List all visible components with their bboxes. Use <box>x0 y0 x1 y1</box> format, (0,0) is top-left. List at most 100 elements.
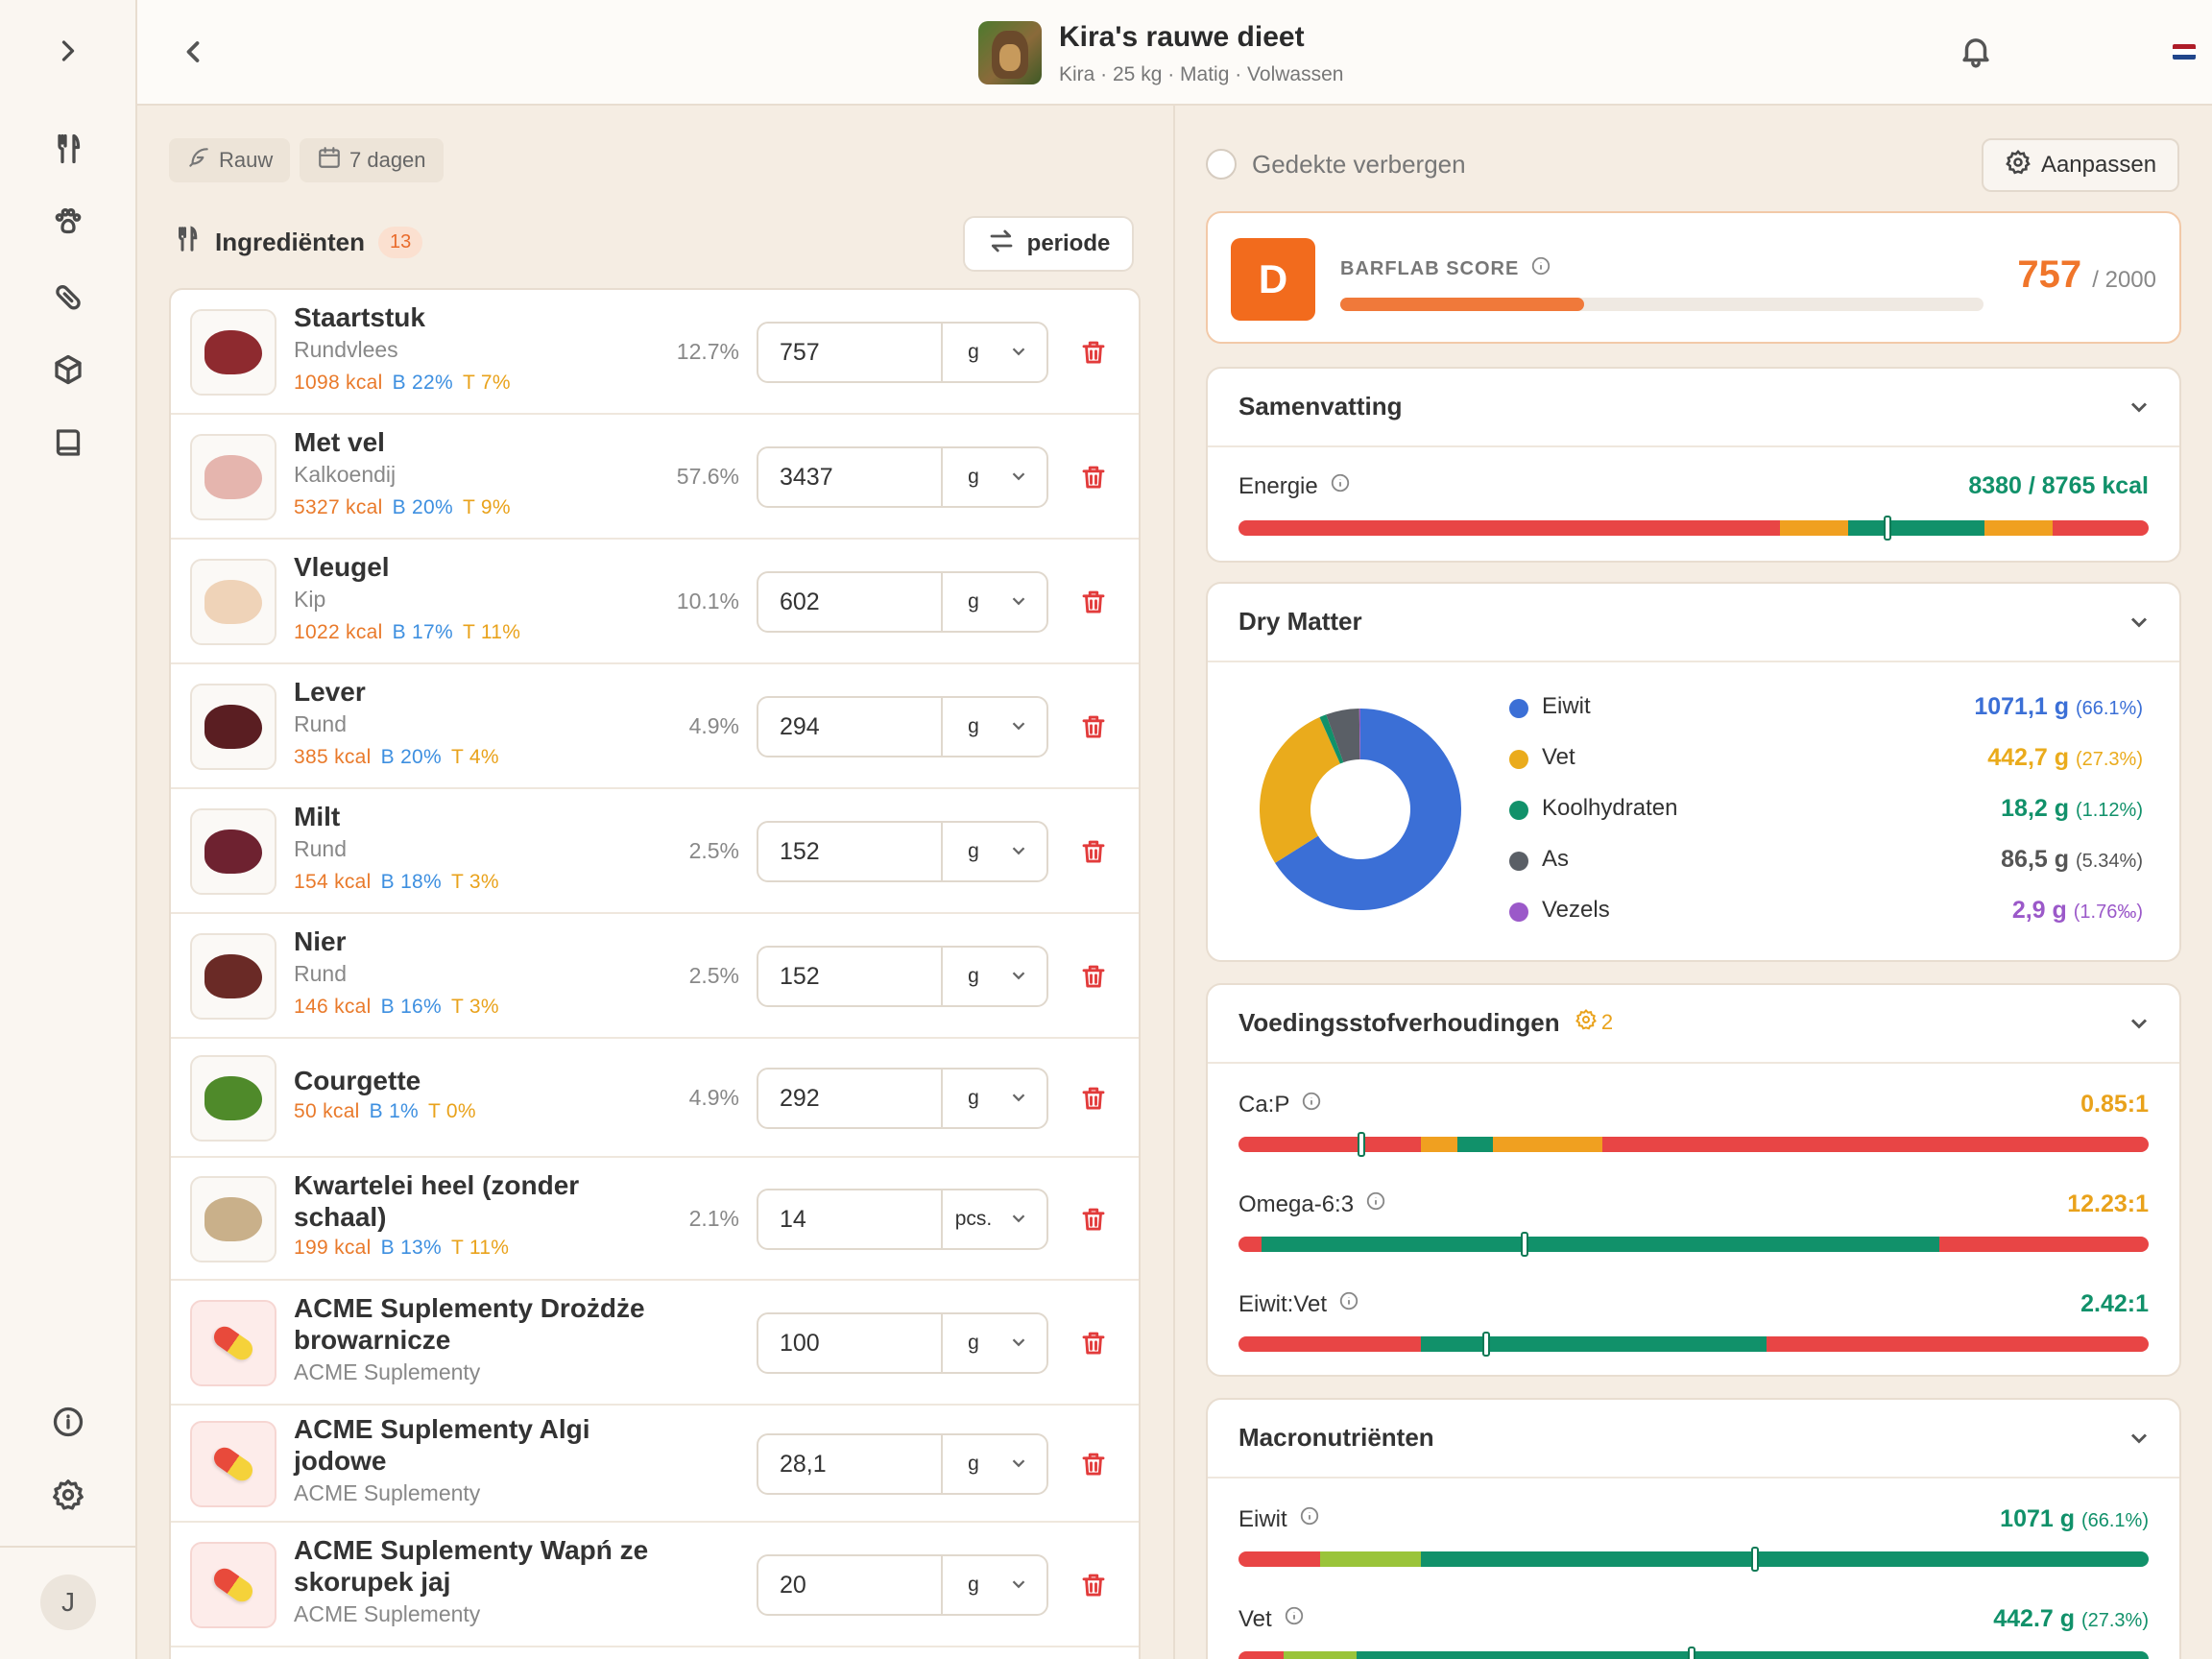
trash-icon[interactable] <box>1079 1084 1108 1118</box>
unit-select[interactable]: g <box>968 1087 979 1109</box>
unit-select[interactable]: g <box>968 1332 979 1354</box>
trash-icon[interactable] <box>1079 1571 1108 1604</box>
ingredient-row[interactable]: Courgette 50 kcal B 1% T 0% 4.9% 292 g <box>171 1039 1139 1158</box>
info-icon[interactable] <box>1299 1505 1320 1533</box>
quantity-value[interactable]: 100 <box>780 1330 820 1357</box>
ingredient-row[interactable]: Lever Rund 385 kcal B 20% T 4% 4.9% 294 g <box>171 664 1139 789</box>
toggle-circle[interactable] <box>1206 149 1237 180</box>
quantity-value[interactable]: 20 <box>780 1572 806 1599</box>
quantity-input[interactable]: 3437 g <box>757 446 1048 508</box>
quantity-value[interactable]: 292 <box>780 1085 820 1112</box>
box-icon[interactable] <box>46 348 90 392</box>
quantity-input[interactable]: 152 g <box>757 946 1048 1007</box>
unit-select[interactable]: g <box>968 1453 979 1475</box>
hide-covered-toggle[interactable]: Gedekte verbergen <box>1206 149 1466 180</box>
info-icon[interactable] <box>1284 1605 1305 1633</box>
periode-button[interactable]: periode <box>963 216 1134 272</box>
quantity-value[interactable]: 294 <box>780 713 820 740</box>
quantity-input[interactable]: 602 g <box>757 571 1048 633</box>
chevron-down-icon[interactable] <box>1008 1208 1029 1234</box>
chevron-down-icon[interactable] <box>2126 609 2152 640</box>
ingredient-row[interactable]: Vleugel Kip 1022 kcal B 17% T 11% 10.1% 602 g <box>171 540 1139 664</box>
quantity-input[interactable]: 14 pcs. <box>757 1189 1048 1250</box>
chevron-down-icon[interactable] <box>2126 394 2152 425</box>
trash-icon[interactable] <box>1079 837 1108 871</box>
unit-select[interactable]: g <box>968 590 979 613</box>
book-icon[interactable] <box>46 421 90 465</box>
info-icon[interactable] <box>1301 1091 1322 1118</box>
ingredient-row[interactable]: Staartstuk Rundvlees 1098 kcal B 22% T 7% 12.… <box>171 290 1139 415</box>
ratios-badge[interactable]: 2 <box>1575 1008 1613 1037</box>
chevron-down-icon[interactable] <box>2126 1010 2152 1042</box>
ingredient-row[interactable]: Met vel Kalkoendij 5327 kcal B 20% T 9% 57.6%… <box>171 415 1139 540</box>
chevron-down-icon[interactable] <box>1008 715 1029 741</box>
quantity-input[interactable]: 292 g <box>757 1068 1048 1129</box>
trash-icon[interactable] <box>1079 962 1108 996</box>
ingredient-row[interactable]: ACME Suplementy Drożdże browarnicze ACME … <box>171 1281 1139 1406</box>
trash-icon[interactable] <box>1079 1450 1108 1483</box>
info-icon[interactable] <box>1365 1190 1386 1218</box>
unit-select[interactable]: g <box>968 715 979 737</box>
chip-raw[interactable]: Rauw <box>169 138 291 182</box>
chevron-down-icon[interactable] <box>1008 466 1029 492</box>
info-icon[interactable] <box>1330 472 1351 500</box>
unit-select[interactable]: g <box>968 1574 979 1596</box>
quantity-value[interactable]: 152 <box>780 838 820 865</box>
info-icon[interactable] <box>1530 255 1551 282</box>
trash-icon[interactable] <box>1079 712 1108 746</box>
ingredient-macros: 146 kcal B 16% T 3% <box>294 996 499 1019</box>
unit-select[interactable]: pcs. <box>954 1208 993 1230</box>
chevron-down-icon[interactable] <box>1008 1087 1029 1113</box>
bell-icon[interactable] <box>1958 33 1994 74</box>
quantity-input[interactable]: 20 g <box>757 1554 1048 1616</box>
unit-select[interactable]: g <box>968 965 979 987</box>
expand-icon[interactable] <box>46 29 90 73</box>
flag-nl-icon[interactable] <box>2173 44 2196 60</box>
unit-select[interactable]: g <box>968 466 979 488</box>
quantity-input[interactable]: 757 g <box>757 322 1048 383</box>
trash-icon[interactable] <box>1079 1205 1108 1238</box>
ingredient-row[interactable]: ACME Suplementy Wapń ze skorupek jaj ACME… <box>171 1523 1139 1647</box>
quantity-input[interactable]: 100 g <box>757 1312 1048 1374</box>
trash-icon[interactable] <box>1079 338 1108 372</box>
ingredient-row[interactable]: Nier Rund 146 kcal B 16% T 3% 2.5% 152 g <box>171 914 1139 1039</box>
trash-icon[interactable] <box>1079 463 1108 496</box>
legend-name: Eiwit <box>1542 693 1591 719</box>
quantity-value[interactable]: 28,1 <box>780 1451 827 1478</box>
chip-period[interactable]: 7 dagen <box>300 138 444 182</box>
pill-icon[interactable] <box>46 275 90 319</box>
trash-icon[interactable] <box>1079 588 1108 621</box>
quantity-input[interactable]: 294 g <box>757 696 1048 757</box>
quantity-input[interactable]: 28,1 g <box>757 1433 1048 1495</box>
chevron-down-icon[interactable] <box>1008 1574 1029 1599</box>
quantity-value[interactable]: 602 <box>780 589 820 615</box>
chevron-down-icon[interactable] <box>1008 965 1029 991</box>
cutlery-icon[interactable] <box>46 127 90 171</box>
quantity-input[interactable]: 152 g <box>757 821 1048 882</box>
quantity-value[interactable]: 757 <box>780 339 820 366</box>
settings-icon[interactable] <box>46 1473 90 1517</box>
info-icon[interactable] <box>1338 1290 1359 1318</box>
unit-select[interactable]: g <box>968 840 979 862</box>
ingredient-row[interactable]: Milt Rund 154 kcal B 18% T 3% 2.5% 152 g <box>171 789 1139 914</box>
trash-icon[interactable] <box>1079 1329 1108 1362</box>
back-icon[interactable] <box>176 35 214 73</box>
chevron-down-icon[interactable] <box>1008 590 1029 616</box>
ingredient-row[interactable]: ACME Suplementy Algi jodowe ACME Suplemen… <box>171 1406 1139 1523</box>
chevron-down-icon[interactable] <box>2126 1425 2152 1456</box>
unit-select[interactable]: g <box>968 341 979 363</box>
paw-icon[interactable] <box>46 200 90 244</box>
quantity-value[interactable]: 152 <box>780 963 820 990</box>
avatar[interactable]: J <box>40 1575 96 1630</box>
chevron-down-icon[interactable] <box>1008 1332 1029 1358</box>
legend-value: 2,9 g (1.76‰) <box>2012 897 2143 925</box>
chevron-down-icon[interactable] <box>1008 341 1029 367</box>
info-icon[interactable] <box>46 1400 90 1444</box>
quantity-value[interactable]: 3437 <box>780 464 833 491</box>
chevron-down-icon[interactable] <box>1008 1453 1029 1479</box>
customize-button[interactable]: Aanpassen <box>1982 138 2179 192</box>
quantity-value[interactable]: 14 <box>780 1206 806 1233</box>
macro-marker <box>1751 1547 1759 1572</box>
ingredient-row[interactable]: Kwartelei heel (zonder schaal) 199 kcal B … <box>171 1158 1139 1281</box>
chevron-down-icon[interactable] <box>1008 840 1029 866</box>
